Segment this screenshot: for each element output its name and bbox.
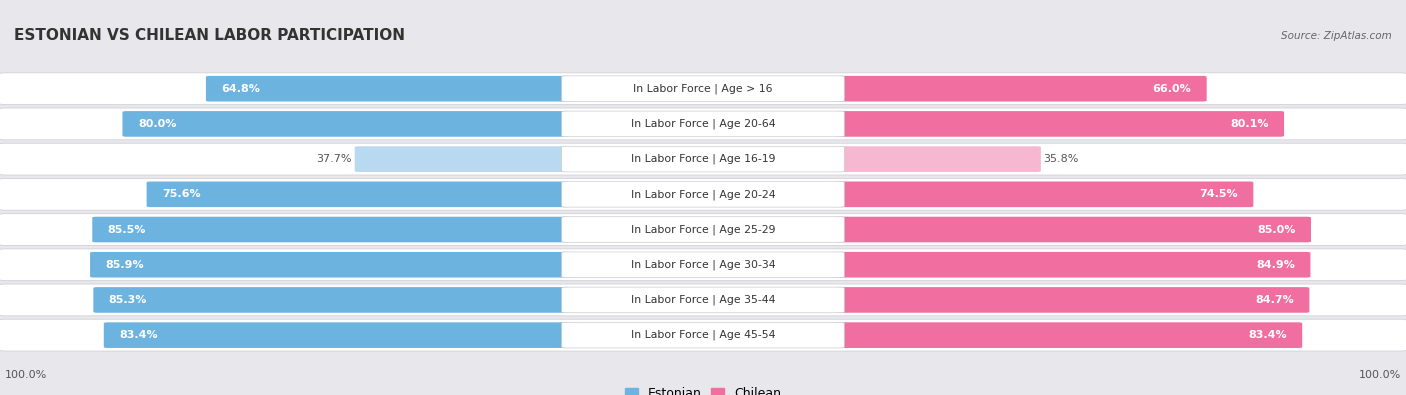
FancyBboxPatch shape <box>835 252 1310 278</box>
Text: 83.4%: 83.4% <box>120 330 157 340</box>
Text: 85.9%: 85.9% <box>105 260 145 270</box>
FancyBboxPatch shape <box>562 111 844 137</box>
FancyBboxPatch shape <box>0 73 1406 105</box>
FancyBboxPatch shape <box>562 146 844 172</box>
Text: 85.0%: 85.0% <box>1257 224 1295 235</box>
FancyBboxPatch shape <box>0 319 1406 351</box>
FancyBboxPatch shape <box>0 214 1406 245</box>
Text: 100.0%: 100.0% <box>1358 370 1400 380</box>
FancyBboxPatch shape <box>93 217 571 243</box>
Text: 80.1%: 80.1% <box>1230 119 1268 129</box>
FancyBboxPatch shape <box>146 182 571 207</box>
Text: 85.5%: 85.5% <box>108 224 146 235</box>
FancyBboxPatch shape <box>835 76 1206 102</box>
Text: 80.0%: 80.0% <box>138 119 176 129</box>
FancyBboxPatch shape <box>835 287 1309 313</box>
FancyBboxPatch shape <box>835 111 1284 137</box>
FancyBboxPatch shape <box>104 322 571 348</box>
Text: In Labor Force | Age 20-24: In Labor Force | Age 20-24 <box>631 189 775 199</box>
FancyBboxPatch shape <box>0 143 1406 175</box>
Text: In Labor Force | Age > 16: In Labor Force | Age > 16 <box>633 83 773 94</box>
Text: In Labor Force | Age 35-44: In Labor Force | Age 35-44 <box>631 295 775 305</box>
FancyBboxPatch shape <box>562 252 844 278</box>
Text: 100.0%: 100.0% <box>6 370 48 380</box>
FancyBboxPatch shape <box>0 284 1406 316</box>
Text: 85.3%: 85.3% <box>108 295 148 305</box>
Text: 35.8%: 35.8% <box>1043 154 1078 164</box>
Text: 83.4%: 83.4% <box>1249 330 1286 340</box>
Text: In Labor Force | Age 16-19: In Labor Force | Age 16-19 <box>631 154 775 164</box>
Text: 75.6%: 75.6% <box>162 189 201 199</box>
FancyBboxPatch shape <box>835 217 1310 243</box>
Text: 84.7%: 84.7% <box>1256 295 1294 305</box>
FancyBboxPatch shape <box>562 322 844 348</box>
Text: In Labor Force | Age 20-64: In Labor Force | Age 20-64 <box>631 118 775 129</box>
Text: Source: ZipAtlas.com: Source: ZipAtlas.com <box>1281 30 1392 41</box>
Text: In Labor Force | Age 25-29: In Labor Force | Age 25-29 <box>631 224 775 235</box>
FancyBboxPatch shape <box>354 146 571 172</box>
FancyBboxPatch shape <box>122 111 571 137</box>
Text: ESTONIAN VS CHILEAN LABOR PARTICIPATION: ESTONIAN VS CHILEAN LABOR PARTICIPATION <box>14 28 405 43</box>
Legend: Estonian, Chilean: Estonian, Chilean <box>620 382 786 395</box>
FancyBboxPatch shape <box>93 287 571 313</box>
FancyBboxPatch shape <box>0 249 1406 281</box>
FancyBboxPatch shape <box>562 182 844 207</box>
FancyBboxPatch shape <box>835 146 1040 172</box>
FancyBboxPatch shape <box>90 252 571 278</box>
FancyBboxPatch shape <box>835 322 1302 348</box>
FancyBboxPatch shape <box>0 179 1406 210</box>
Text: In Labor Force | Age 45-54: In Labor Force | Age 45-54 <box>631 330 775 340</box>
FancyBboxPatch shape <box>562 76 844 102</box>
Text: 64.8%: 64.8% <box>221 84 260 94</box>
FancyBboxPatch shape <box>562 217 844 243</box>
Text: In Labor Force | Age 30-34: In Labor Force | Age 30-34 <box>631 260 775 270</box>
FancyBboxPatch shape <box>0 108 1406 140</box>
Text: 84.9%: 84.9% <box>1256 260 1295 270</box>
Text: 66.0%: 66.0% <box>1153 84 1191 94</box>
FancyBboxPatch shape <box>562 287 844 313</box>
FancyBboxPatch shape <box>205 76 571 102</box>
FancyBboxPatch shape <box>835 182 1253 207</box>
Text: 37.7%: 37.7% <box>316 154 352 164</box>
Text: 74.5%: 74.5% <box>1199 189 1237 199</box>
